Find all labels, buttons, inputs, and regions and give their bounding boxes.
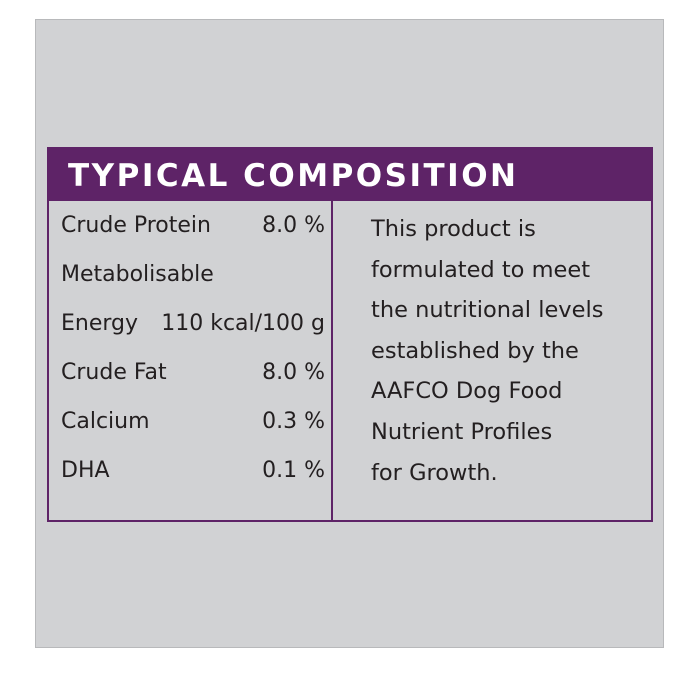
column-divider <box>331 201 333 520</box>
statement-line: AAFCO Dog Food <box>371 378 563 405</box>
statement-line: for Growth. <box>371 459 498 486</box>
nutrient-value: 0.3 % <box>262 409 325 434</box>
nutrient-value: 8.0 % <box>262 360 325 385</box>
background-panel <box>35 19 664 648</box>
composition-card: TYPICAL COMPOSITION Crude Protein 8.0 % … <box>47 147 653 522</box>
statement-line: formulated to meet <box>371 256 591 283</box>
nutrient-label: Energy <box>61 311 139 336</box>
nutrient-label: Crude Protein <box>61 213 211 238</box>
nutrient-label: Calcium <box>61 409 150 434</box>
card-title: TYPICAL COMPOSITION <box>68 158 519 194</box>
nutrient-label: Crude Fat <box>61 360 167 385</box>
statement-line: Nutrient Profiles <box>371 418 553 445</box>
nutrient-label: Metabolisable <box>61 262 214 287</box>
card-header: TYPICAL COMPOSITION <box>49 149 651 201</box>
nutrient-value: 8.0 % <box>262 213 325 238</box>
statement-line: the nutritional levels <box>371 297 604 324</box>
statement-line: This product is <box>371 216 536 242</box>
nutrient-value: 110 kcal/100 g <box>161 311 325 336</box>
nutrient-label: DHA <box>61 458 110 483</box>
statement-line: established by the <box>371 337 579 364</box>
nutrient-value: 0.1 % <box>262 458 325 483</box>
aafco-statement: This product is formulated to meet the n… <box>371 209 641 493</box>
